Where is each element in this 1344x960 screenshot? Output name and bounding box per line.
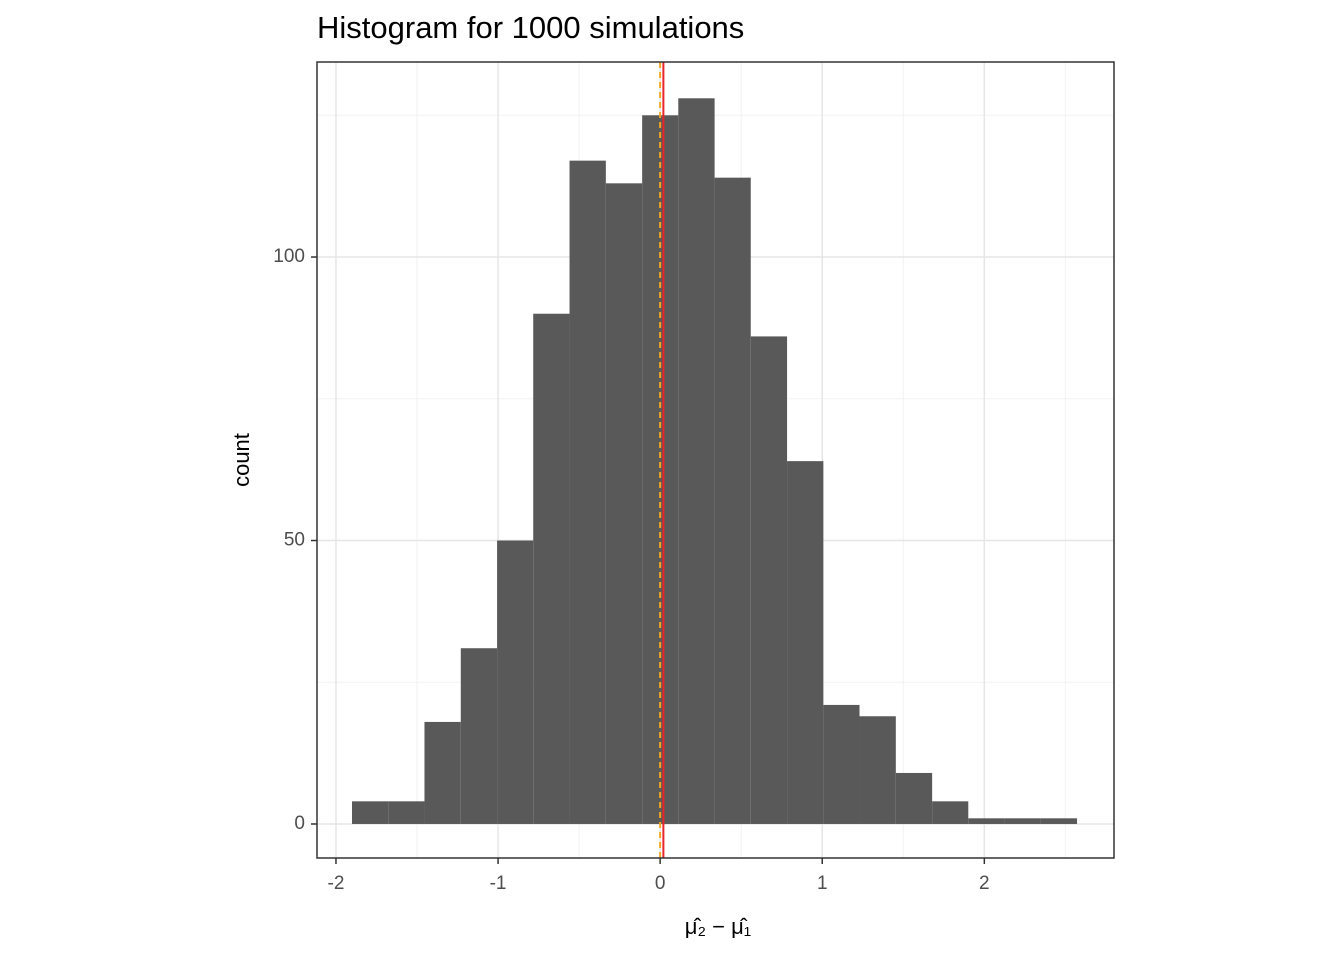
bar [460, 648, 498, 824]
bar [823, 704, 860, 824]
bar [1040, 818, 1078, 824]
chart-title: Histogram for 1000 simulations [317, 10, 744, 45]
bar [569, 160, 606, 824]
x-tick-label: 0 [655, 873, 666, 894]
x-tick-label: 2 [979, 873, 990, 894]
x-tick-label: -2 [328, 873, 345, 894]
bar [714, 177, 751, 824]
bar [750, 336, 788, 824]
bar [968, 818, 1005, 824]
bar [352, 801, 389, 824]
bar [859, 716, 896, 824]
y-tick-label: 50 [284, 530, 305, 551]
bar [388, 801, 425, 824]
bar [787, 461, 824, 824]
bar [895, 772, 933, 824]
bar [424, 721, 461, 824]
x-tick-label: 1 [817, 873, 828, 894]
bar [605, 183, 643, 824]
x-axis-label: μ̂₂ − μ̂₁ [685, 914, 751, 939]
y-tick-label: 100 [273, 246, 305, 267]
panel-border [316, 61, 1115, 859]
bar [678, 98, 715, 824]
y-tick-label: 0 [294, 813, 305, 834]
bar [497, 540, 534, 824]
bar [932, 801, 969, 824]
x-tick-label: -1 [490, 873, 507, 894]
bar [1004, 818, 1041, 824]
y-axis-label: count [229, 433, 254, 487]
bar [533, 313, 570, 824]
